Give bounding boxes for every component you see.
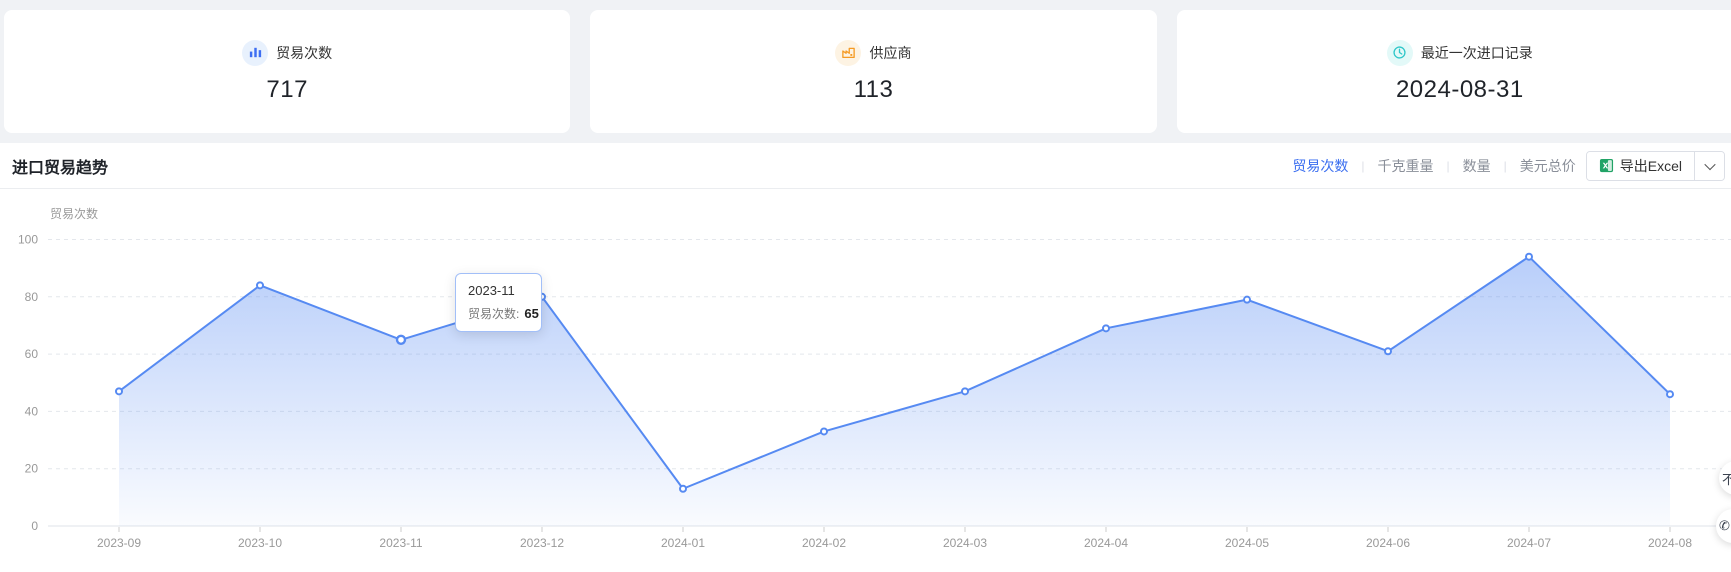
stat-value: 113: [853, 75, 894, 103]
clock-icon: [1386, 39, 1413, 66]
stat-value: 717: [266, 75, 308, 103]
panel-title: 进口贸易趋势: [12, 159, 109, 177]
x-axis-label: 2024-04: [1084, 536, 1128, 550]
stat-cards-row: 贸易次数 717 供应商 113 最近一次进口记录 2024-08-31: [4, 10, 1731, 133]
stat-label: 贸易次数: [276, 44, 333, 61]
tab-usd-total[interactable]: 美元总价: [1519, 157, 1576, 174]
x-axis-label: 2024-06: [1366, 536, 1410, 550]
data-point-marker[interactable]: [820, 427, 828, 436]
data-point-marker[interactable]: [1525, 252, 1533, 261]
phone-icon: ✆: [1719, 518, 1730, 533]
x-axis-label: 2023-10: [238, 536, 282, 550]
data-point-marker[interactable]: [1666, 390, 1674, 399]
data-point-marker[interactable]: [256, 281, 264, 290]
x-axis-label: 2024-01: [661, 536, 705, 550]
y-axis-tick-label: 60: [25, 347, 39, 361]
y-axis-tick-label: 20: [25, 462, 39, 476]
data-point-marker[interactable]: [395, 334, 407, 345]
export-dropdown-button[interactable]: [1694, 151, 1724, 180]
y-axis-tick-label: 0: [31, 519, 38, 533]
export-excel-label: 导出Excel: [1619, 157, 1682, 174]
tab-separator: |: [1446, 158, 1450, 173]
stat-card-trade-count: 贸易次数 717: [4, 10, 571, 133]
tooltip-value: 65: [524, 306, 539, 321]
data-point-marker[interactable]: [679, 484, 687, 493]
tab-trade-count[interactable]: 贸易次数: [1292, 157, 1349, 174]
x-axis-label: 2024-02: [802, 536, 846, 550]
data-point-marker[interactable]: [1102, 324, 1110, 333]
x-axis-label: 2024-05: [1225, 536, 1269, 550]
data-point-marker[interactable]: [1384, 347, 1392, 356]
data-point-marker[interactable]: [961, 387, 969, 396]
bar-chart-icon: [242, 39, 269, 66]
floating-widget-phone[interactable]: ✆: [1716, 509, 1731, 543]
y-axis-name: 贸易次数: [50, 207, 99, 221]
tab-kg-weight[interactable]: 千克重量: [1377, 157, 1434, 174]
tab-separator: |: [1361, 158, 1365, 173]
panel-header: 进口贸易趋势 贸易次数 | 千克重量 | 数量 | 美元总价 导出Excel: [0, 143, 1731, 189]
floating-widget-feedback[interactable]: 不: [1719, 461, 1731, 495]
y-axis-tick-label: 40: [25, 404, 39, 418]
stat-label: 供应商: [869, 44, 912, 61]
x-axis-label: 2024-07: [1507, 536, 1551, 550]
stat-label: 最近一次进口记录: [1420, 44, 1533, 61]
y-axis-tick-label: 100: [18, 233, 38, 247]
floating-widget-glyph: 不: [1722, 471, 1731, 487]
x-axis-label: 2024-08: [1648, 536, 1692, 550]
excel-icon: [1599, 158, 1613, 173]
chart-tooltip: 2023-11 贸易次数: 65: [455, 273, 542, 332]
factory-icon: [835, 39, 862, 66]
x-axis-label: 2023-11: [379, 536, 422, 550]
tooltip-series-label: 贸易次数:: [468, 307, 520, 321]
x-axis-label: 2023-12: [520, 536, 564, 550]
x-axis-label: 2023-09: [97, 536, 141, 550]
export-excel-button[interactable]: 导出Excel: [1586, 151, 1694, 180]
y-axis-tick-label: 80: [25, 290, 39, 304]
series-area: [119, 256, 1670, 526]
x-axis-label: 2024-03: [943, 536, 987, 550]
data-point-marker[interactable]: [1243, 295, 1251, 304]
data-point-marker[interactable]: [115, 387, 123, 396]
export-split-button: 导出Excel: [1585, 150, 1725, 181]
tab-quantity[interactable]: 数量: [1462, 157, 1491, 174]
tooltip-date: 2023-11: [468, 283, 515, 298]
tab-separator: |: [1503, 158, 1507, 173]
stat-card-suppliers: 供应商 113: [590, 10, 1157, 133]
stat-card-last-import: 最近一次进口记录 2024-08-31: [1176, 10, 1731, 133]
series-line: [118, 255, 1671, 490]
stat-value: 2024-08-31: [1395, 75, 1524, 103]
metric-tabs: 贸易次数 | 千克重量 | 数量 | 美元总价: [1292, 154, 1575, 178]
